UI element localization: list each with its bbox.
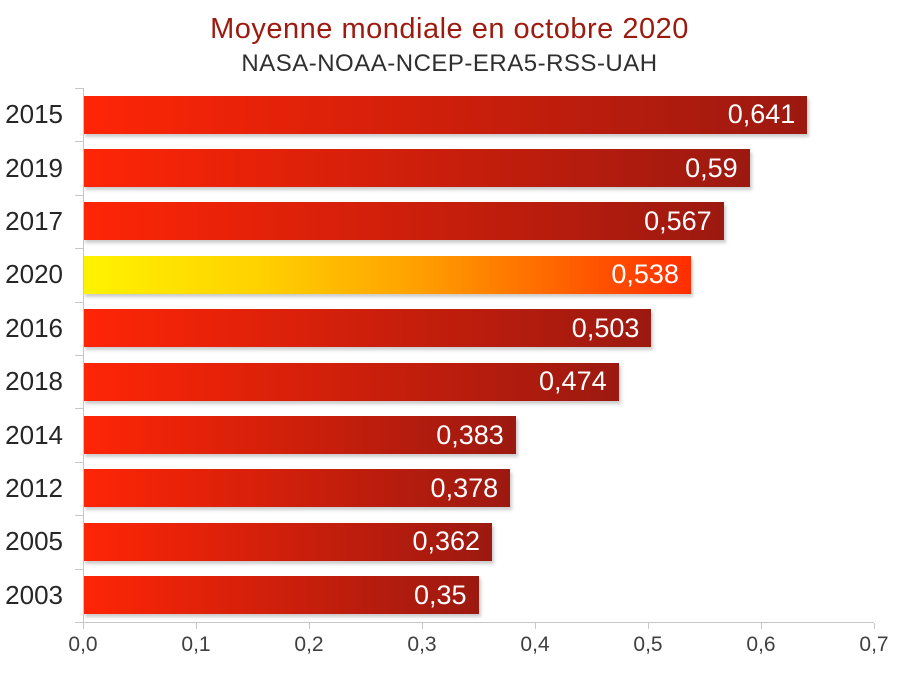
chart-subtitle: NASA-NOAA-NCEP-ERA5-RSS-UAH — [241, 50, 658, 77]
y-axis-tick — [75, 88, 83, 89]
bar-track: 0,35 — [83, 576, 874, 615]
x-axis-tick-label: 0,4 — [520, 633, 550, 656]
year-label: 2019 — [5, 152, 63, 183]
bar: 0,383 — [83, 416, 516, 455]
y-axis-tick — [75, 622, 83, 623]
x-axis-tick-label: 0,1 — [181, 633, 211, 656]
y-axis-tick — [75, 408, 83, 410]
bar-row: 2005 0,362 — [0, 515, 874, 568]
bar-value-label: 0,59 — [685, 152, 738, 183]
bar: 0,59 — [83, 149, 750, 188]
y-axis-tick — [75, 141, 83, 143]
x-axis-tick — [196, 623, 197, 629]
y-axis-tick — [75, 248, 83, 250]
x-axis-tick-label: 0,6 — [746, 633, 776, 656]
y-axis-tick — [75, 515, 83, 517]
x-axis-tick — [535, 623, 536, 629]
bar-row: 2019 0,59 — [0, 141, 874, 194]
bar-value-label: 0,35 — [413, 579, 467, 610]
bar-track: 0,362 — [83, 522, 874, 561]
bar-value-label: 0,474 — [539, 366, 607, 397]
x-axis-tick — [874, 623, 875, 629]
bar-track: 0,59 — [83, 149, 874, 188]
y-axis-tick — [75, 301, 83, 303]
bar-row: 2003 0,35 — [0, 569, 874, 622]
bar-row: 2018 0,474 — [0, 355, 874, 408]
year-label: 2012 — [5, 472, 63, 503]
plot-area: 2015 0,641 2019 0,59 2017 0,567 2020 0,5… — [0, 88, 899, 674]
bar-track: 0,567 — [83, 202, 874, 241]
bar: 0,474 — [83, 362, 619, 401]
x-axis-tick — [761, 623, 762, 629]
y-axis-tick — [75, 194, 83, 196]
year-label: 2015 — [5, 99, 63, 130]
x-axis-tick — [309, 623, 310, 629]
bar-track: 0,641 — [83, 95, 874, 134]
year-label: 2003 — [5, 579, 63, 610]
bar-value-label: 0,538 — [611, 259, 679, 290]
y-axis-line — [83, 88, 84, 623]
x-axis-tick-label: 0,7 — [859, 633, 889, 656]
bar-value-label: 0,383 — [436, 419, 504, 450]
bar-row: 2014 0,383 — [0, 408, 874, 461]
x-axis-tick-label: 0,5 — [633, 633, 663, 656]
bar-value-label: 0,378 — [430, 472, 499, 503]
y-axis-tick — [75, 461, 83, 463]
x-axis-tick — [648, 623, 649, 629]
bar-value-label: 0,567 — [644, 205, 712, 236]
year-label: 2005 — [5, 526, 63, 557]
x-axis-tick — [83, 623, 84, 629]
bar: 0,378 — [83, 469, 511, 508]
bar-row: 2017 0,567 — [0, 195, 874, 248]
bar-row: 2012 0,378 — [0, 462, 874, 515]
year-label: 2017 — [5, 205, 63, 236]
bar-row: 2016 0,503 — [0, 302, 874, 355]
x-axis-tick — [422, 623, 423, 629]
year-label: 2018 — [5, 366, 63, 397]
x-axis-tick-label: 0,2 — [294, 633, 324, 656]
y-axis-tick — [75, 355, 83, 356]
bar-value-label: 0,503 — [571, 312, 640, 343]
x-axis-tick-label: 0,3 — [407, 633, 437, 656]
bar: 0,35 — [83, 576, 479, 615]
bar-row: 2020 0,538 — [0, 248, 874, 301]
bar: 0,503 — [83, 309, 652, 348]
bar-rows: 2015 0,641 2019 0,59 2017 0,567 2020 0,5… — [0, 88, 874, 622]
bar-track: 0,378 — [83, 469, 874, 508]
year-label: 2014 — [5, 419, 63, 450]
year-label: 2020 — [5, 259, 63, 290]
bar: 0,567 — [83, 202, 724, 241]
year-label: 2016 — [5, 312, 63, 343]
bar-track: 0,474 — [83, 362, 874, 401]
bar: 0,538 — [83, 255, 691, 294]
chart-title: Moyenne mondiale en octobre 2020 — [210, 13, 689, 45]
bar-track: 0,383 — [83, 416, 874, 455]
bar-row: 2015 0,641 — [0, 88, 874, 141]
bar-track: 0,503 — [83, 309, 874, 348]
x-axis-line — [83, 622, 874, 623]
x-axis-tick-label: 0,0 — [68, 633, 98, 656]
bar: 0,362 — [83, 522, 493, 561]
bar: 0,641 — [83, 95, 808, 134]
bar-track: 0,538 — [83, 255, 874, 294]
bar-value-label: 0,641 — [727, 99, 796, 130]
y-axis-tick — [75, 568, 83, 570]
bar-value-label: 0,362 — [412, 526, 481, 557]
